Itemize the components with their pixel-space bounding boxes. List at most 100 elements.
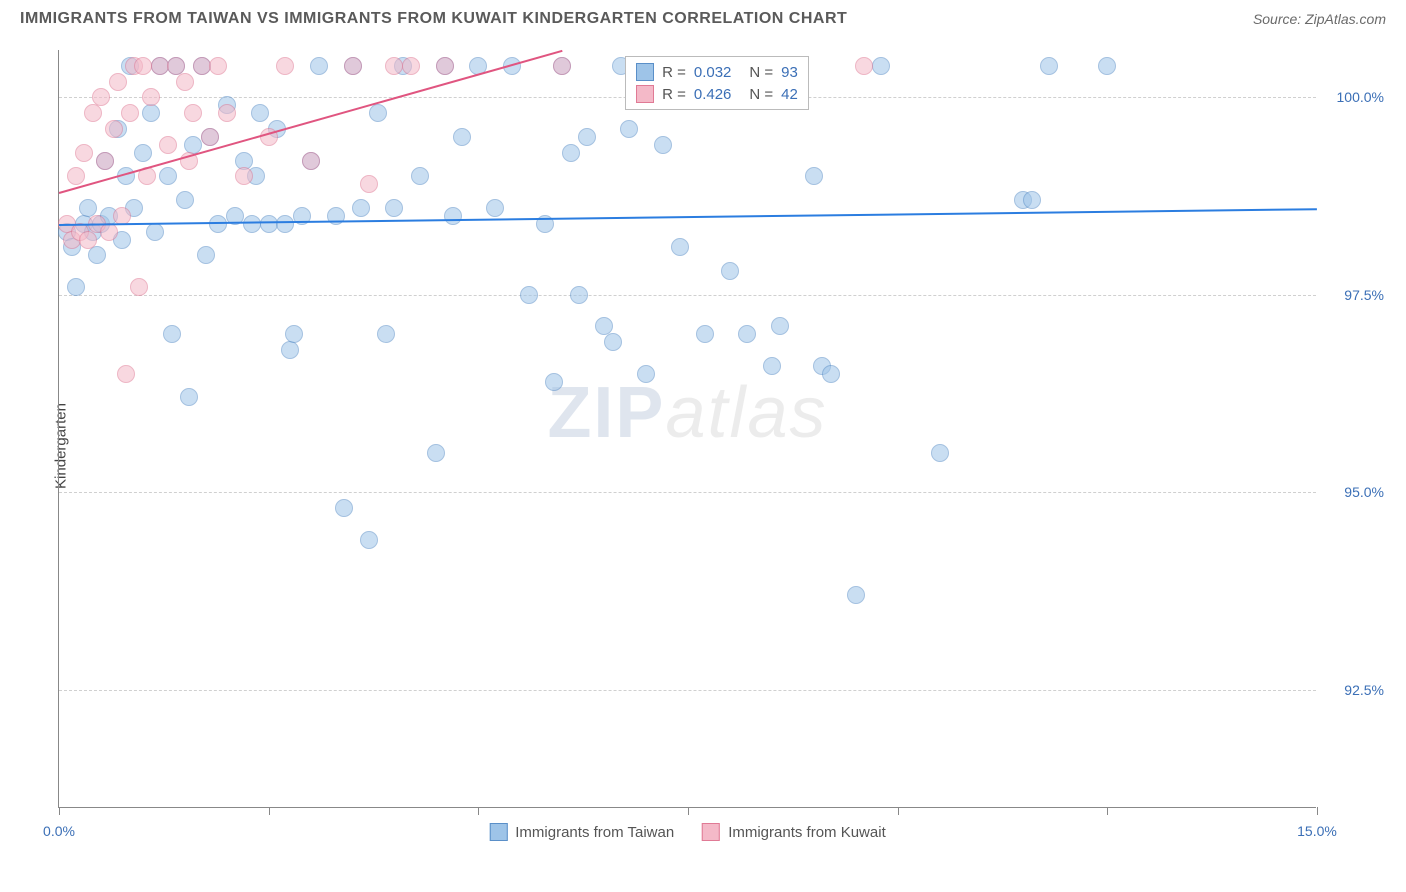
x-tick bbox=[269, 807, 270, 815]
scatter-point bbox=[385, 199, 403, 217]
chart-title: IMMIGRANTS FROM TAIWAN VS IMMIGRANTS FRO… bbox=[20, 10, 847, 28]
scatter-point bbox=[1098, 57, 1116, 75]
scatter-point bbox=[771, 317, 789, 335]
source-label: Source: ZipAtlas.com bbox=[1253, 11, 1386, 27]
scatter-point bbox=[197, 246, 215, 264]
r-value: 0.426 bbox=[694, 86, 732, 103]
scatter-point bbox=[855, 57, 873, 75]
scatter-point bbox=[822, 365, 840, 383]
scatter-point bbox=[369, 104, 387, 122]
x-tick bbox=[1317, 807, 1318, 815]
y-tick-label: 95.0% bbox=[1344, 484, 1384, 500]
scatter-point bbox=[671, 238, 689, 256]
scatter-point bbox=[276, 215, 294, 233]
scatter-point bbox=[235, 167, 253, 185]
scatter-point bbox=[545, 373, 563, 391]
gridline bbox=[59, 690, 1316, 691]
chart-header: IMMIGRANTS FROM TAIWAN VS IMMIGRANTS FRO… bbox=[0, 0, 1406, 34]
scatter-point bbox=[344, 57, 362, 75]
scatter-point bbox=[285, 325, 303, 343]
scatter-point bbox=[96, 152, 114, 170]
legend-row: R = 0.032N = 93 bbox=[636, 61, 798, 83]
legend-swatch bbox=[702, 823, 720, 841]
scatter-point bbox=[276, 57, 294, 75]
scatter-point bbox=[67, 278, 85, 296]
scatter-point bbox=[385, 57, 403, 75]
scatter-point bbox=[159, 136, 177, 154]
scatter-point bbox=[251, 104, 269, 122]
scatter-point bbox=[109, 73, 127, 91]
scatter-point bbox=[1040, 57, 1058, 75]
chart-container: ZIPatlas 92.5%95.0%97.5%100.0%0.0%15.0%R… bbox=[58, 50, 1388, 830]
scatter-point bbox=[931, 444, 949, 462]
scatter-point bbox=[872, 57, 890, 75]
scatter-point bbox=[696, 325, 714, 343]
scatter-point bbox=[193, 57, 211, 75]
scatter-point bbox=[243, 215, 261, 233]
scatter-point bbox=[79, 231, 97, 249]
scatter-point bbox=[453, 128, 471, 146]
gridline bbox=[59, 295, 1316, 296]
scatter-point bbox=[427, 444, 445, 462]
scatter-point bbox=[105, 120, 123, 138]
scatter-point bbox=[377, 325, 395, 343]
scatter-point bbox=[402, 57, 420, 75]
scatter-point bbox=[444, 207, 462, 225]
scatter-point bbox=[113, 207, 131, 225]
scatter-point bbox=[721, 262, 739, 280]
legend-item: Immigrants from Kuwait bbox=[702, 823, 886, 841]
scatter-point bbox=[151, 57, 169, 75]
scatter-point bbox=[570, 286, 588, 304]
n-value: 93 bbox=[781, 64, 798, 81]
legend-swatch bbox=[636, 63, 654, 81]
scatter-point bbox=[654, 136, 672, 154]
legend-label: Immigrants from Taiwan bbox=[515, 824, 674, 841]
scatter-point bbox=[847, 586, 865, 604]
scatter-point bbox=[159, 167, 177, 185]
scatter-point bbox=[176, 191, 194, 209]
scatter-point bbox=[302, 152, 320, 170]
legend-label: Immigrants from Kuwait bbox=[728, 824, 886, 841]
n-value: 42 bbox=[781, 86, 798, 103]
watermark: ZIPatlas bbox=[547, 372, 827, 454]
scatter-point bbox=[117, 365, 135, 383]
scatter-point bbox=[201, 128, 219, 146]
scatter-point bbox=[578, 128, 596, 146]
x-tick bbox=[898, 807, 899, 815]
scatter-point bbox=[620, 120, 638, 138]
scatter-point bbox=[184, 104, 202, 122]
scatter-point bbox=[75, 144, 93, 162]
scatter-point bbox=[142, 88, 160, 106]
correlation-legend: R = 0.032N = 93R = 0.426N = 42 bbox=[625, 56, 809, 110]
scatter-point bbox=[763, 357, 781, 375]
legend-swatch bbox=[489, 823, 507, 841]
scatter-point bbox=[134, 144, 152, 162]
y-tick-label: 92.5% bbox=[1344, 682, 1384, 698]
y-tick-label: 97.5% bbox=[1344, 287, 1384, 303]
scatter-point bbox=[1023, 191, 1041, 209]
scatter-point bbox=[88, 246, 106, 264]
x-tick bbox=[688, 807, 689, 815]
scatter-point bbox=[146, 223, 164, 241]
x-tick bbox=[1107, 807, 1108, 815]
scatter-point bbox=[130, 278, 148, 296]
scatter-point bbox=[209, 57, 227, 75]
scatter-point bbox=[142, 104, 160, 122]
scatter-point bbox=[436, 57, 454, 75]
x-tick-label: 15.0% bbox=[1297, 823, 1337, 839]
scatter-point bbox=[562, 144, 580, 162]
x-tick bbox=[478, 807, 479, 815]
scatter-point bbox=[486, 199, 504, 217]
legend-item: Immigrants from Taiwan bbox=[489, 823, 674, 841]
scatter-point bbox=[121, 104, 139, 122]
series-legend: Immigrants from Taiwan Immigrants from Ku… bbox=[489, 823, 885, 841]
scatter-point bbox=[352, 199, 370, 217]
r-value: 0.032 bbox=[694, 64, 732, 81]
scatter-point bbox=[84, 104, 102, 122]
y-tick-label: 100.0% bbox=[1337, 89, 1384, 105]
scatter-point bbox=[411, 167, 429, 185]
scatter-point bbox=[134, 57, 152, 75]
plot-area: ZIPatlas 92.5%95.0%97.5%100.0%0.0%15.0%R… bbox=[58, 50, 1316, 808]
scatter-point bbox=[281, 341, 299, 359]
scatter-point bbox=[335, 499, 353, 517]
